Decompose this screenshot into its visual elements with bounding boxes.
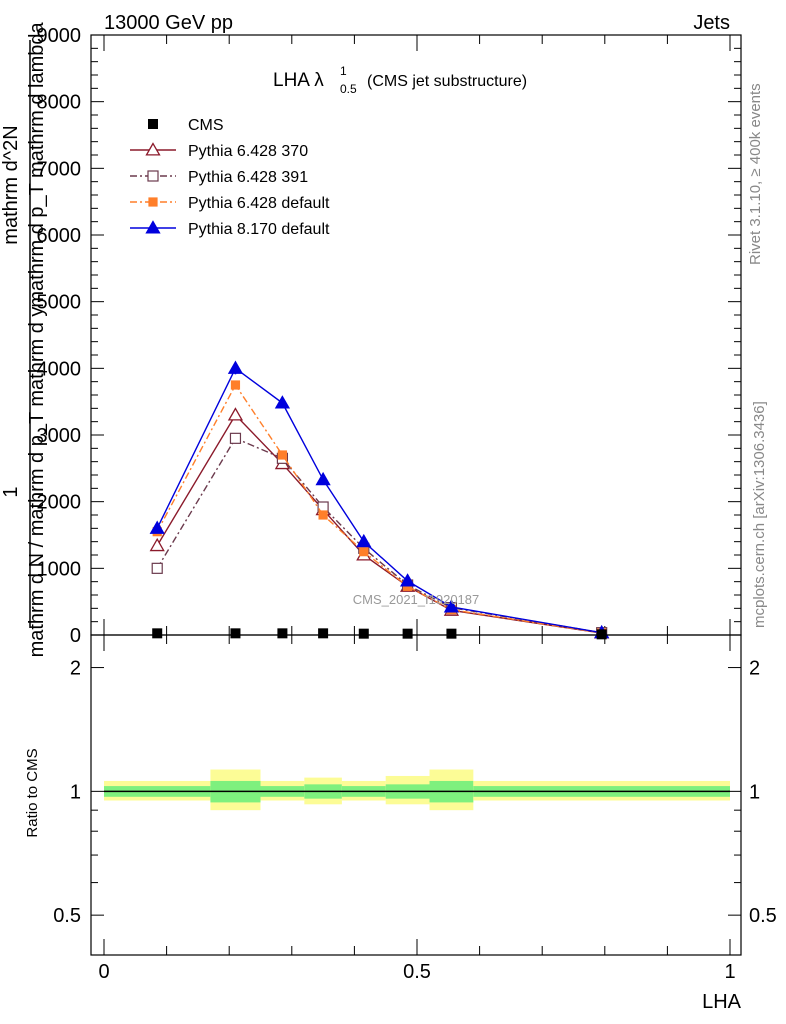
legend-marker	[148, 119, 158, 129]
y-tick-label: 6000	[37, 225, 82, 247]
ylabel-numerator-2: mathrm d^2N	[0, 125, 22, 244]
series-point	[399, 573, 416, 587]
process-label: Jets	[693, 12, 730, 34]
ratio-tick-label: 1	[70, 781, 81, 803]
ratio-tick-label-right: 0.5	[749, 905, 777, 927]
data-point	[152, 628, 163, 639]
legend: CMS Pythia 6.428 370 Pythia 6.428 391 Pythi…	[130, 117, 330, 238]
y-tick-label: 4000	[37, 358, 82, 380]
series-point	[227, 360, 244, 374]
chart-title-sup: 1	[340, 64, 347, 78]
ratio-frame	[90, 634, 742, 956]
chart-title-sub: 0.5	[340, 82, 357, 96]
watermark: CMS_2021_I1920187	[353, 592, 480, 607]
ylabel-denominator-1: mathrm d N / mathrm d p_T mathrm d y	[26, 307, 48, 658]
data-point	[596, 629, 607, 640]
series-point	[227, 407, 244, 421]
series-point	[443, 599, 460, 613]
series-point	[149, 520, 165, 534]
main-axes: 0 1000 2000 3000 4000 5000 6000 7000 8000 9000	[37, 25, 742, 647]
data-point	[446, 628, 457, 639]
series-point	[230, 380, 241, 390]
x-tick-label: 0	[98, 961, 109, 983]
chart-title-main: LHA λ	[273, 70, 324, 91]
series-point	[315, 471, 331, 486]
rivet-label: Rivet 3.1.10, ≥ 400k events	[747, 83, 764, 265]
main-series-layer	[149, 360, 610, 640]
data-point	[277, 628, 288, 639]
series-line-1	[156, 437, 602, 634]
data-point	[318, 628, 329, 639]
data-point	[358, 628, 369, 639]
x-tick-label: 1	[724, 961, 735, 983]
y-tick-label: 5000	[37, 292, 82, 314]
x-tick-label: 0.5	[403, 961, 431, 983]
series-point	[274, 395, 291, 409]
series-point	[149, 537, 165, 552]
legend-label: CMS	[188, 117, 224, 134]
legend-label: Pythia 6.428 391	[188, 169, 308, 186]
y-tick-label: 9000	[37, 25, 82, 47]
y-tick-label: 2000	[37, 492, 82, 514]
ratio-panel: 0.5 0.5 1 1 2 2 0 0.5 1	[53, 634, 777, 983]
legend-marker	[147, 170, 159, 182]
ylabel-denominator-2: mathrm d p_T mathrm d lambda	[26, 21, 48, 307]
ratio-ylabel: Ratio to CMS	[24, 748, 41, 837]
ylabel-numerator-1: 1	[0, 486, 22, 497]
y-tick-label: 7000	[37, 158, 82, 180]
ratio-tick-label: 0.5	[53, 905, 81, 927]
series-point	[318, 510, 328, 520]
legend-marker	[145, 142, 161, 156]
legend-marker	[148, 197, 158, 207]
data-point	[230, 628, 241, 639]
y-tick-label: 0	[70, 625, 81, 647]
x-axis-label: LHA	[702, 991, 742, 1013]
y-tick-label: 3000	[37, 425, 82, 447]
chart-title: LHA λ	[273, 70, 324, 91]
legend-label: Pythia 6.428 default	[188, 195, 330, 212]
ratio-tick-label: 2	[70, 658, 81, 680]
energy-label: 13000 GeV pp	[104, 12, 233, 34]
legend-marker	[145, 220, 161, 234]
series-point	[151, 562, 163, 574]
legend-label: Pythia 6.428 370	[188, 143, 308, 160]
series-point	[359, 547, 369, 557]
data-point	[402, 628, 413, 639]
series-point	[356, 533, 372, 548]
series-line-2	[156, 383, 602, 634]
y-tick-label: 8000	[37, 92, 82, 114]
legend-label: Pythia 8.170 default	[188, 221, 330, 238]
y-tick-label: 1000	[37, 558, 82, 580]
series-point	[229, 432, 242, 444]
ratio-tick-label-right: 1	[749, 781, 760, 803]
chart-title-suffix: (CMS jet substructure)	[367, 73, 527, 90]
series-line-3	[156, 367, 602, 634]
y-axis-label: 1 mathrm d N / mathrm d p_T mathrm d y m…	[0, 21, 48, 657]
series-point	[277, 450, 288, 460]
ratio-tick-label-right: 2	[749, 658, 760, 680]
mcplots-label: mcplots.cern.ch [arXiv:1306.3436]	[751, 401, 768, 628]
